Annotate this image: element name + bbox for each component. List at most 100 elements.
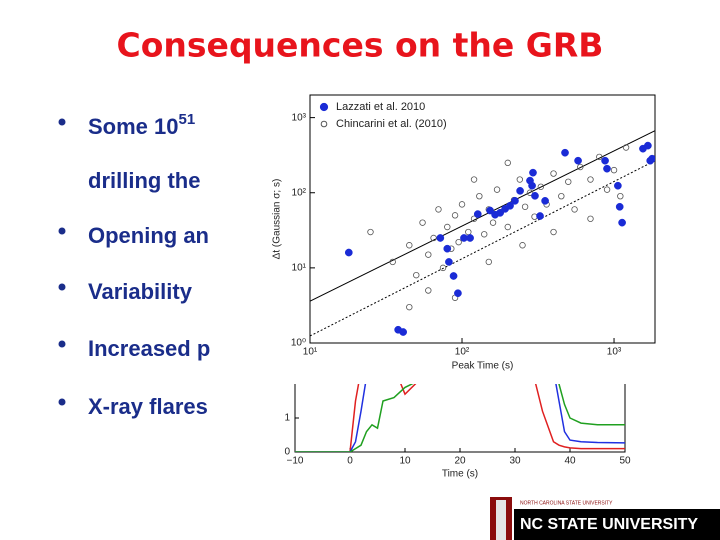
point bbox=[425, 287, 432, 294]
logo-bar bbox=[514, 509, 720, 540]
point bbox=[344, 248, 353, 257]
x-tick-label: 10² bbox=[455, 347, 470, 358]
point bbox=[470, 215, 478, 222]
point bbox=[614, 181, 622, 190]
figure-background bbox=[262, 382, 662, 487]
point bbox=[406, 242, 413, 249]
x-axis-label: Time (s) bbox=[442, 469, 478, 480]
light-curve bbox=[295, 384, 625, 452]
light-curve bbox=[295, 384, 625, 452]
point bbox=[565, 178, 572, 185]
point bbox=[367, 228, 374, 236]
figure-background bbox=[262, 88, 662, 378]
point bbox=[476, 192, 483, 200]
light-curve bbox=[295, 384, 625, 452]
x-tick-label: 10 bbox=[399, 456, 411, 467]
point bbox=[389, 258, 396, 266]
point bbox=[541, 197, 549, 205]
point bbox=[419, 219, 426, 226]
point bbox=[529, 168, 537, 177]
point bbox=[489, 219, 497, 226]
point bbox=[516, 186, 524, 195]
point bbox=[406, 303, 413, 311]
point bbox=[485, 258, 492, 266]
point bbox=[531, 191, 539, 200]
point bbox=[458, 201, 466, 208]
point bbox=[550, 228, 557, 236]
point bbox=[528, 181, 536, 190]
bullet-text: Variability bbox=[88, 279, 193, 304]
logo-subtitle: NORTH CAROLINA STATE UNIVERSITY bbox=[520, 500, 613, 506]
point bbox=[577, 163, 584, 171]
point bbox=[444, 223, 451, 231]
point bbox=[470, 176, 478, 183]
legend-marker bbox=[319, 102, 329, 112]
point bbox=[496, 208, 504, 217]
point bbox=[454, 289, 462, 298]
logo: NORTH CAROLINA STATE UNIVERSITY NC STATE… bbox=[490, 497, 720, 540]
x-tick-label: 30 bbox=[509, 456, 521, 467]
point bbox=[610, 166, 618, 174]
y-tick-label: 10³ bbox=[292, 112, 307, 123]
point bbox=[521, 203, 529, 210]
point bbox=[644, 141, 652, 150]
x-tick-label: 0 bbox=[347, 456, 353, 467]
bullet-dot bbox=[58, 340, 66, 348]
logo-name: NC STATE UNIVERSITY bbox=[520, 516, 698, 533]
point bbox=[436, 234, 445, 242]
point bbox=[425, 251, 432, 258]
point bbox=[618, 218, 626, 227]
bullet-dot bbox=[58, 283, 66, 291]
point bbox=[473, 210, 482, 218]
point bbox=[466, 234, 474, 242]
x-tick-label: −10 bbox=[287, 456, 304, 467]
bullet-dot bbox=[58, 398, 66, 406]
point bbox=[451, 212, 459, 219]
bullet-dot bbox=[58, 118, 66, 126]
point bbox=[449, 272, 458, 280]
legend-label: Chincarini et al. (2010) bbox=[336, 118, 447, 130]
point bbox=[430, 234, 437, 242]
y-tick-label: 10⁰ bbox=[291, 338, 306, 349]
point bbox=[486, 206, 494, 215]
point bbox=[622, 144, 630, 151]
point bbox=[439, 264, 447, 272]
bullet-dot bbox=[58, 227, 66, 235]
point bbox=[596, 153, 603, 161]
point bbox=[519, 242, 526, 249]
legend-marker bbox=[320, 120, 328, 128]
y-axis-label: Δt (Gaussian σ; s) bbox=[272, 179, 283, 260]
logo-tower bbox=[496, 500, 506, 540]
fit-line bbox=[310, 160, 655, 337]
point bbox=[413, 271, 420, 279]
x-axis-label: Peak Time (s) bbox=[452, 361, 514, 372]
x-tick-label: 20 bbox=[454, 456, 466, 467]
point bbox=[615, 202, 624, 211]
point bbox=[537, 183, 545, 190]
point bbox=[648, 154, 655, 163]
bullet-text: Increased p bbox=[88, 336, 210, 361]
point bbox=[399, 328, 408, 336]
point bbox=[506, 201, 514, 210]
plot-area bbox=[310, 130, 655, 337]
point bbox=[550, 170, 557, 177]
point bbox=[455, 238, 462, 246]
point bbox=[601, 156, 609, 165]
y-tick-label: 10² bbox=[292, 187, 307, 198]
x-tick-label: 10¹ bbox=[303, 347, 318, 358]
point bbox=[435, 206, 442, 213]
y-tick-label: 10¹ bbox=[292, 263, 307, 274]
y-tick-label: 1 bbox=[284, 413, 290, 424]
point bbox=[587, 176, 594, 183]
point bbox=[561, 148, 569, 157]
point bbox=[445, 258, 453, 266]
bullet-text: X-ray flares bbox=[88, 394, 208, 419]
point bbox=[536, 212, 544, 220]
slide-title: Consequences on the GRB bbox=[117, 26, 604, 65]
bullet-text: Some 1051 bbox=[88, 111, 195, 139]
point bbox=[558, 192, 565, 200]
plot-frame bbox=[309, 94, 656, 344]
bullet-text: Opening an bbox=[88, 223, 209, 248]
